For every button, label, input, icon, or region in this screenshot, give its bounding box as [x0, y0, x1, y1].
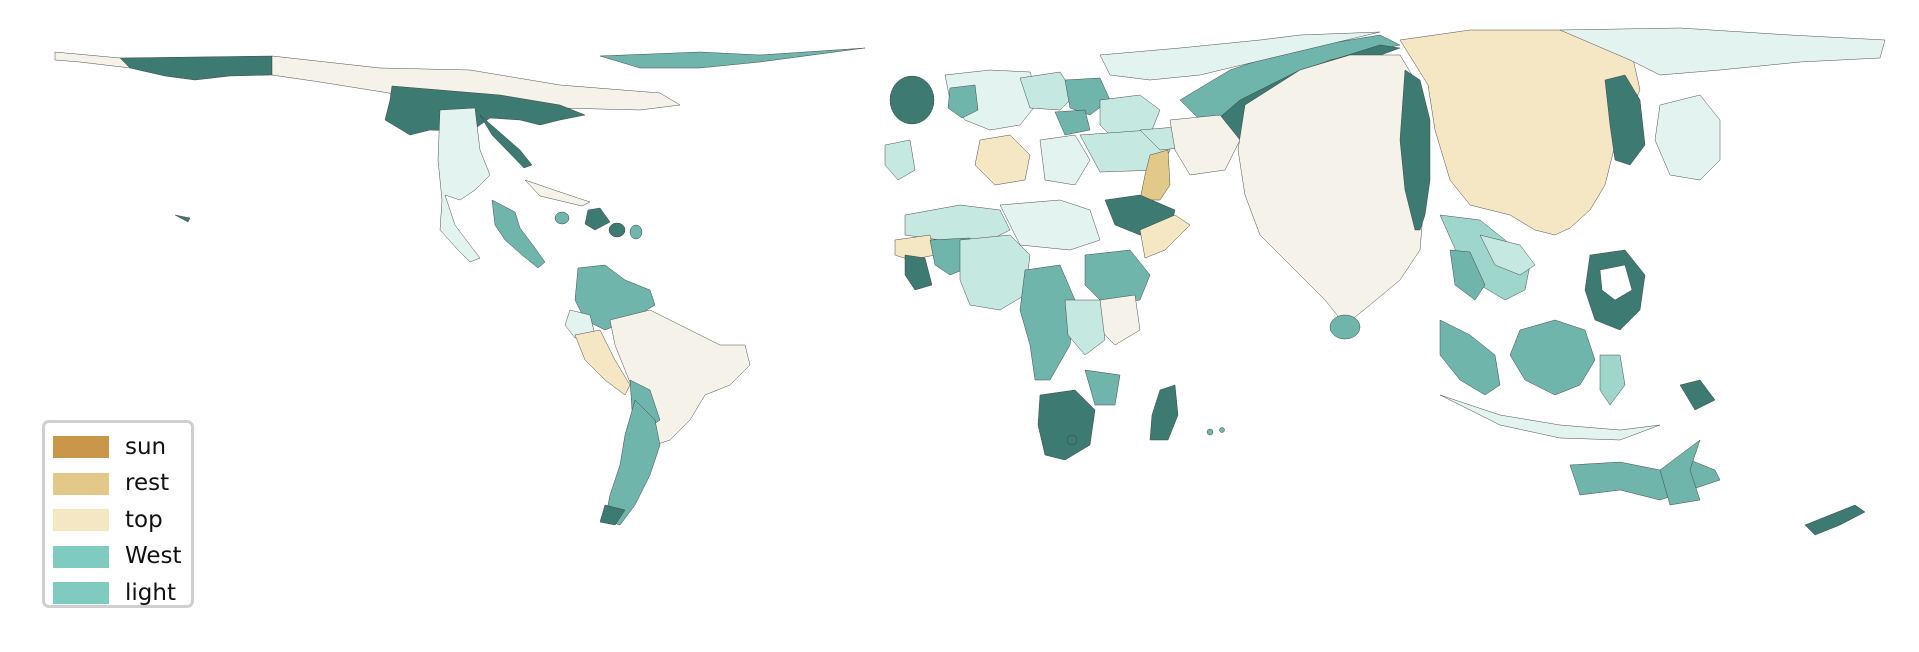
legend-item-4: light	[53, 575, 181, 612]
region-canada-west	[54, 51, 131, 69]
region-uk	[947, 84, 979, 119]
region-australia-east	[1659, 439, 1701, 506]
region-italy	[1039, 134, 1091, 186]
region-mexico	[491, 199, 546, 269]
legend-label: light	[125, 579, 176, 606]
map-legend: sun rest top West light	[42, 420, 194, 608]
region-bangladesh	[1399, 69, 1431, 231]
region-tanzania	[1064, 299, 1106, 356]
legend-item-0: sun	[53, 429, 181, 466]
region-islet-3	[174, 214, 191, 223]
region-thailand	[1479, 234, 1536, 276]
region-new-zealand	[1804, 504, 1866, 536]
region-usa-main	[437, 107, 491, 263]
region-patagonia	[599, 504, 626, 526]
region-islet-1	[1206, 428, 1214, 436]
region-kenya	[1099, 294, 1141, 346]
region-peru	[574, 329, 631, 396]
region-poland	[1054, 109, 1091, 136]
region-japan	[1654, 94, 1721, 181]
region-france	[974, 134, 1031, 186]
legend-label: top	[125, 506, 163, 533]
region-west-africa-a	[894, 234, 936, 261]
legend-swatch	[53, 545, 109, 568]
region-island-b	[608, 222, 626, 238]
region-indonesia-strip	[1439, 394, 1661, 441]
region-papua	[1679, 379, 1716, 411]
region-philippines-inner	[1599, 264, 1633, 301]
region-caribbean	[584, 207, 611, 231]
region-sri-lanka	[1329, 314, 1361, 340]
region-usa-north	[384, 85, 586, 136]
region-vietnam	[1449, 249, 1486, 301]
region-north-africa-west	[904, 204, 1011, 241]
region-malaysia	[1439, 319, 1501, 396]
region-island-c	[629, 224, 643, 240]
region-madagascar	[1149, 384, 1179, 441]
region-island-a	[554, 211, 570, 225]
region-arabia	[1139, 149, 1171, 201]
legend-swatch	[53, 509, 109, 532]
region-congo	[1019, 264, 1076, 381]
region-sulawesi	[1599, 354, 1626, 406]
region-east-africa	[1084, 249, 1151, 306]
region-cuba	[524, 179, 591, 207]
region-mongolia	[1559, 27, 1886, 76]
region-alaska	[119, 55, 273, 81]
region-baltic	[1019, 71, 1076, 111]
legend-label: rest	[125, 470, 170, 497]
region-somalia	[1139, 214, 1191, 259]
legend-label: West	[125, 543, 182, 570]
region-china	[1399, 29, 1641, 236]
legend-swatch	[53, 436, 109, 459]
legend-swatch	[53, 472, 109, 495]
region-iceland	[889, 75, 935, 125]
legend-label: sun	[125, 433, 167, 460]
region-islet-2	[1219, 427, 1225, 433]
legend-item-2: top	[53, 502, 181, 539]
region-iberia	[884, 139, 916, 181]
legend-item-3: West	[53, 539, 182, 576]
region-india	[1237, 54, 1426, 326]
region-south-africa	[1037, 389, 1096, 461]
region-mozambique	[1084, 369, 1121, 406]
region-arctic-strip	[599, 47, 866, 69]
region-west-africa-b	[904, 254, 933, 291]
region-chile-argentina	[604, 399, 661, 526]
region-canada	[271, 55, 681, 111]
region-middle-east	[1169, 114, 1241, 176]
region-north-korea	[1604, 74, 1646, 166]
legend-item-1: rest	[53, 466, 181, 503]
region-lesotho	[1066, 434, 1078, 446]
region-usa-spike	[479, 114, 533, 169]
region-russia-north	[1099, 31, 1381, 81]
region-central-africa	[959, 234, 1031, 311]
legend-swatch	[53, 582, 109, 605]
region-borneo	[1509, 319, 1596, 396]
